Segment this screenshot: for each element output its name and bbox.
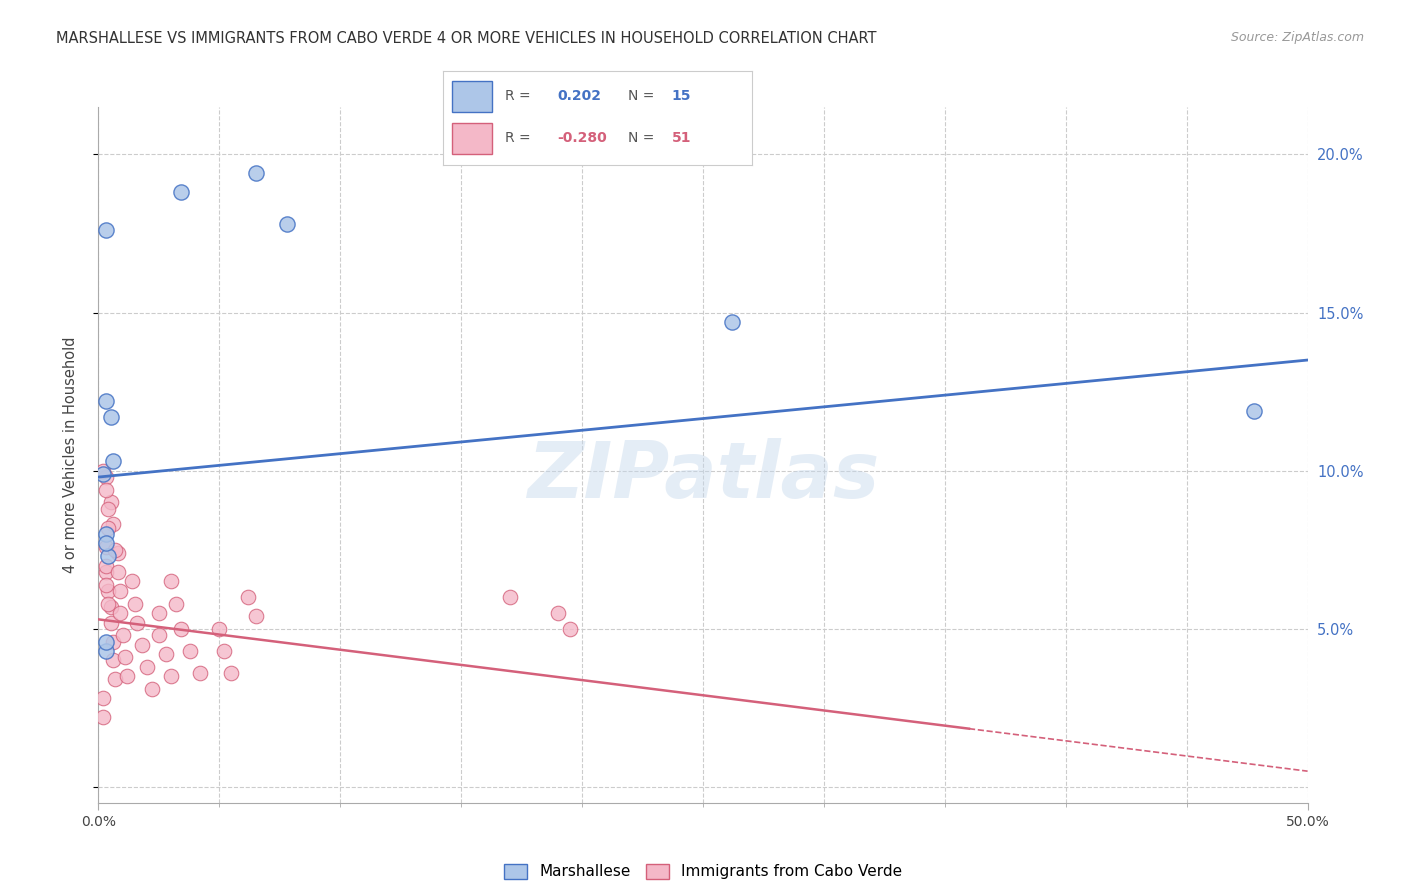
Point [127,615,149,630]
Point [94,644,117,658]
Point [94,536,117,550]
Point [721,315,744,329]
Point [91,464,114,478]
Point [160,669,183,683]
Point [212,644,235,658]
Point [91,710,114,724]
Point [141,681,163,696]
Bar [453,123,492,153]
Text: ZIPatlas: ZIPatlas [527,438,879,514]
Text: Source: ZipAtlas.com: Source: ZipAtlas.com [1230,31,1364,45]
Text: 0.202: 0.202 [557,89,602,103]
Text: R =: R = [505,131,534,145]
Text: R =: R = [505,89,534,103]
Point [238,591,260,605]
Point [188,666,211,681]
Point [97,501,120,516]
Point [97,583,120,598]
Point [124,597,146,611]
Point [100,615,122,630]
Point [94,558,117,573]
Point [148,606,170,620]
Point [221,666,243,681]
Point [108,606,131,620]
Text: 15: 15 [672,89,692,103]
Point [101,517,124,532]
Point [94,565,117,579]
Text: MARSHALLESE VS IMMIGRANTS FROM CABO VERDE 4 OR MORE VEHICLES IN HOUSEHOLD CORREL: MARSHALLESE VS IMMIGRANTS FROM CABO VERD… [56,31,877,46]
Point [558,622,581,636]
Point [101,653,124,667]
Point [148,628,170,642]
Point [101,454,124,468]
Point [114,650,136,665]
Text: N =: N = [628,89,659,103]
Point [100,495,122,509]
Point [97,549,120,563]
Point [245,166,267,180]
Text: N =: N = [628,131,659,145]
Point [107,546,129,560]
Point [100,409,122,424]
Point [94,577,117,591]
Point [108,583,131,598]
Point [94,483,117,497]
Point [91,691,114,706]
Point [100,599,122,614]
Point [547,606,569,620]
Point [179,644,201,658]
Point [94,223,117,237]
Point [94,540,117,554]
Point [121,574,143,589]
Point [107,565,129,579]
Text: 51: 51 [672,131,692,145]
Point [1243,403,1265,417]
Point [101,634,124,648]
Point [94,527,117,541]
Point [104,542,127,557]
Point [208,622,231,636]
Point [160,574,183,589]
Point [245,609,267,624]
Point [91,467,114,481]
Point [155,647,177,661]
Point [94,394,117,409]
Bar [453,81,492,112]
Point [117,669,139,683]
Point [111,628,134,642]
Point [97,521,120,535]
Point [94,470,117,484]
Point [498,591,520,605]
Point [169,186,191,200]
Point [135,660,157,674]
Point [131,638,153,652]
Point [104,673,127,687]
Text: -0.280: -0.280 [557,131,607,145]
Point [276,217,298,231]
Legend: Marshallese, Immigrants from Cabo Verde: Marshallese, Immigrants from Cabo Verde [498,858,908,886]
Point [165,597,187,611]
Y-axis label: 4 or more Vehicles in Household: 4 or more Vehicles in Household [63,336,77,574]
Point [94,634,117,648]
Point [97,597,120,611]
Point [169,622,191,636]
